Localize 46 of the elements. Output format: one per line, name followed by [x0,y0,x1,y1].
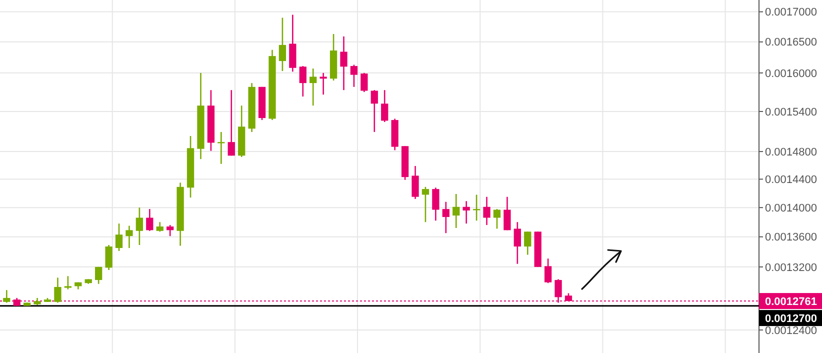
y-tick-label: 0.0016500 [765,36,817,49]
candlestick [166,224,174,237]
candlestick [442,201,450,234]
y-tick-label: 0.0014800 [765,146,817,158]
candlestick [64,275,72,290]
y-tick-label: 0.0013200 [765,262,817,274]
candlestick [299,65,306,98]
candlestick [452,193,460,229]
candlestick [381,89,388,123]
candlestick [483,196,490,226]
y-tick-label: 0.0013600 [765,232,817,244]
ref-line-label: 0.0012761 [765,296,817,308]
y-tick-label: 0.0014000 [765,202,817,214]
candlestick [462,200,470,224]
candlestick [3,289,10,304]
candlestick [136,206,144,246]
candlestick [156,221,164,232]
y-tick-label: 0.0015400 [765,106,817,118]
y-tick-label: 0.0016000 [765,68,817,80]
candlestick [320,72,327,96]
candlestick [350,64,358,88]
candlestick [278,17,286,72]
y-tick-label: 0.0014400 [765,174,817,186]
candlestick [340,36,348,91]
candlestick [493,208,501,230]
candlestick [514,221,521,265]
candlestick [544,258,552,284]
candlestick [360,72,368,93]
candlestick [228,89,235,156]
candlestick [370,89,378,133]
candlestick [412,165,419,200]
candlestick [218,131,225,165]
candlestick [105,244,112,271]
candlestick [95,266,102,285]
candlestick [54,277,62,304]
candlestick [524,230,532,256]
candlestick [126,225,133,249]
candlestick [504,196,511,231]
candlestick [432,186,440,222]
y-tick-label: 0.0012400 [765,324,817,337]
ref-line-label: 0.0012700 [765,312,817,325]
y-tick-label: 0.0017000 [765,6,817,19]
candlestick [310,68,317,106]
candlestick [146,208,154,232]
candlestick [422,186,430,223]
candlestick [115,222,123,252]
